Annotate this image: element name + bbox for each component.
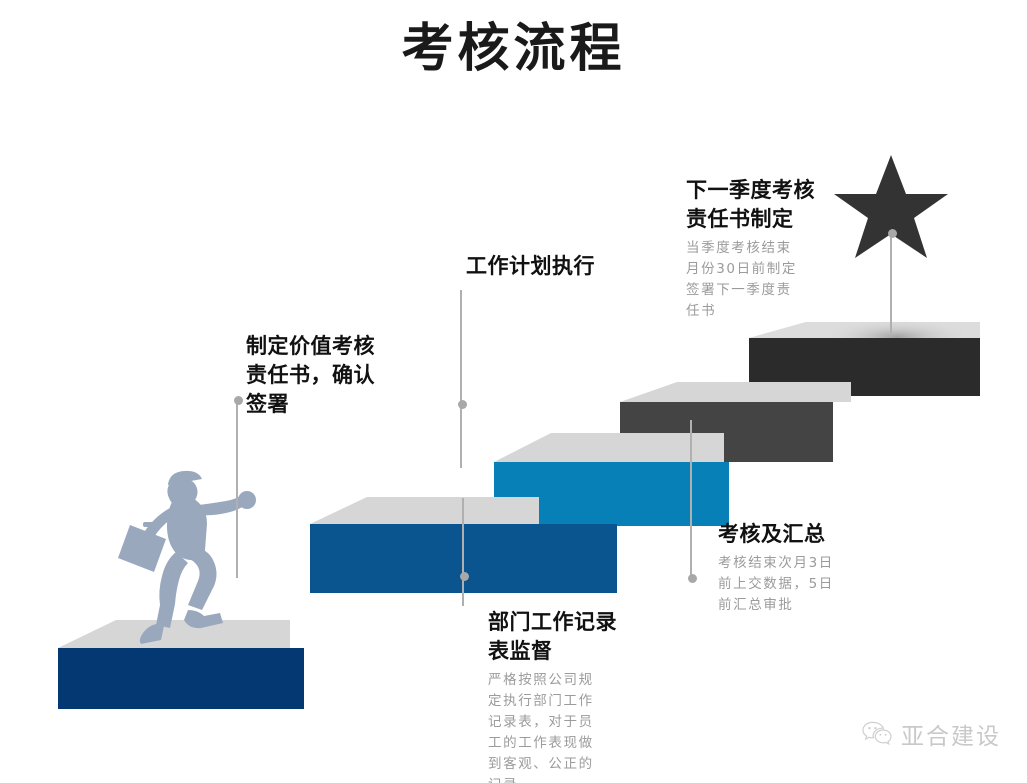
- star-icon: [834, 155, 948, 258]
- leader-line-step-1: [236, 400, 238, 578]
- step-block-1: [58, 620, 304, 709]
- annotation-step-5-body: 当季度考核结束 月份30日前制定 签署下一季度责 任书: [686, 239, 797, 319]
- annotation-step-5: 下一季度考核 责任书制定 当季度考核结束 月份30日前制定 签署下一季度责 任书: [686, 176, 850, 322]
- watermark-text: 亚合建设: [901, 724, 1001, 750]
- step-3-tread: [494, 433, 724, 462]
- leader-dot-step-2: [459, 572, 469, 581]
- annotation-step-2-body: 严格按照公司规 定执行部门工作 记录表，对于员 工的工作表现做 到客观、公正的 …: [488, 671, 594, 783]
- leader-dot-step-4: [687, 574, 697, 583]
- leader-line-step-2: [462, 498, 464, 606]
- step-2-tread: [310, 497, 539, 524]
- leader-dot-step-3: [457, 400, 467, 409]
- annotation-step-3-title: 工作计划执行: [466, 254, 595, 278]
- watermark: 亚合建设: [862, 717, 1001, 751]
- leader-dot-step-5: [887, 229, 897, 238]
- annotation-step-4-title: 考核及汇总: [718, 522, 826, 546]
- step-1-tread: [58, 620, 290, 648]
- businessman-climbing-silhouette: [118, 470, 256, 644]
- wechat-icon: [862, 721, 892, 747]
- leader-line-step-4: [690, 420, 692, 580]
- leader-dot-step-1: [233, 396, 243, 405]
- annotation-step-2-title: 部门工作记录 表监督: [488, 610, 617, 663]
- leader-line-step-3: [460, 290, 462, 468]
- step-4-tread: [620, 382, 851, 402]
- annotation-step-3: 工作计划执行: [466, 252, 666, 285]
- leader-line-step-5: [890, 233, 892, 333]
- annotation-step-4-body: 考核结束次月3日 前上交数据，5日 前汇总审批: [718, 554, 834, 613]
- annotation-step-4: 考核及汇总 考核结束次月3日 前上交数据，5日 前汇总审批: [718, 520, 908, 616]
- step-1-front: [58, 648, 304, 709]
- annotation-step-5-title: 下一季度考核 责任书制定: [686, 178, 815, 231]
- annotation-step-1-title: 制定价值考核 责任书，确认 签署: [246, 334, 375, 416]
- annotation-step-2: 部门工作记录 表监督 严格按照公司规 定执行部门工作 记录表，对于员 工的工作表…: [488, 608, 668, 783]
- page-title: 考核流程: [401, 19, 626, 79]
- annotation-step-1: 制定价值考核 责任书，确认 签署: [246, 332, 446, 423]
